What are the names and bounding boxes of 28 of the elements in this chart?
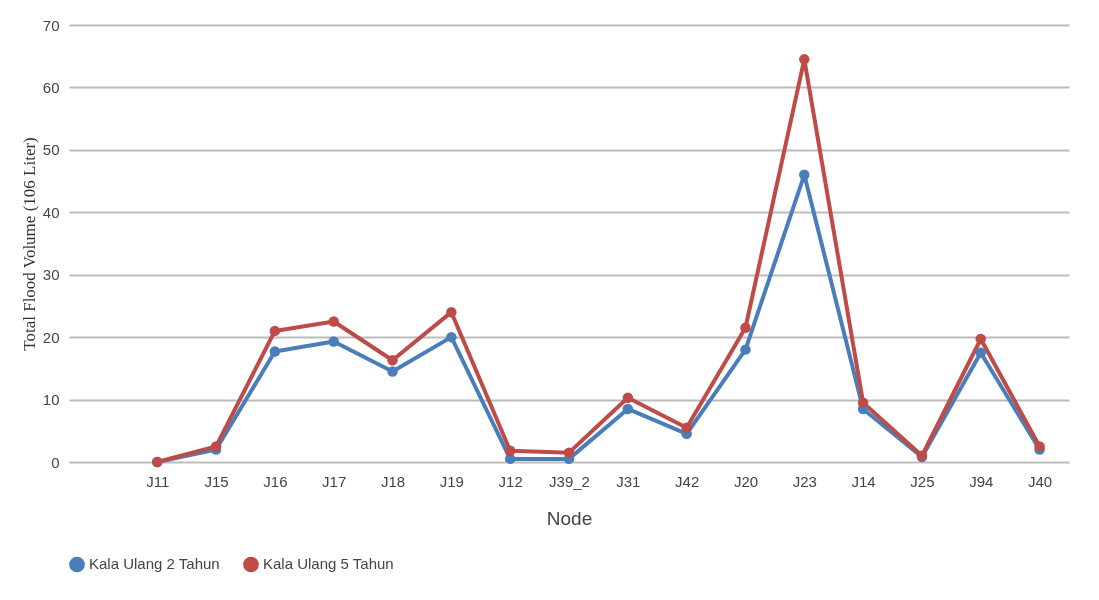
legend-label: Kala Ulang 5 Tahun <box>263 555 394 573</box>
x-tick-label: J12 <box>498 472 523 490</box>
y-tick-label: 70 <box>42 16 60 34</box>
y-tick-label: 10 <box>42 391 60 409</box>
x-tick-label: J39_2 <box>549 472 590 490</box>
y-tick-label: 30 <box>42 266 60 284</box>
x-tick-label: J31 <box>616 472 641 490</box>
y-tick-label: 20 <box>42 328 60 346</box>
x-tick-label: J40 <box>1027 472 1053 490</box>
y-tick-label: 40 <box>42 203 60 221</box>
x-axis-title: Node <box>546 507 593 529</box>
y-axis-title: Total Flood Volume (106 Liter) <box>19 137 39 351</box>
x-tick-label: J17 <box>322 472 347 490</box>
y-tick-label: 50 <box>42 141 60 159</box>
x-tick-label: J18 <box>380 472 406 490</box>
x-tick-label: J23 <box>792 472 817 490</box>
x-tick-label: J16 <box>263 472 288 490</box>
y-tick-label: 60 <box>42 78 60 96</box>
legend-label: Kala Ulang 2 Tahun <box>89 555 220 573</box>
x-tick-label: J11 <box>146 472 170 490</box>
x-tick-label: J14 <box>851 472 876 490</box>
x-tick-label: J15 <box>204 472 229 490</box>
x-tick-label: J20 <box>733 472 759 490</box>
y-tick-label: 0 <box>51 453 60 471</box>
x-tick-label: J94 <box>969 472 994 490</box>
x-tick-label: J42 <box>675 472 700 490</box>
x-tick-label: J19 <box>439 472 464 490</box>
x-tick-label: J25 <box>910 472 935 490</box>
